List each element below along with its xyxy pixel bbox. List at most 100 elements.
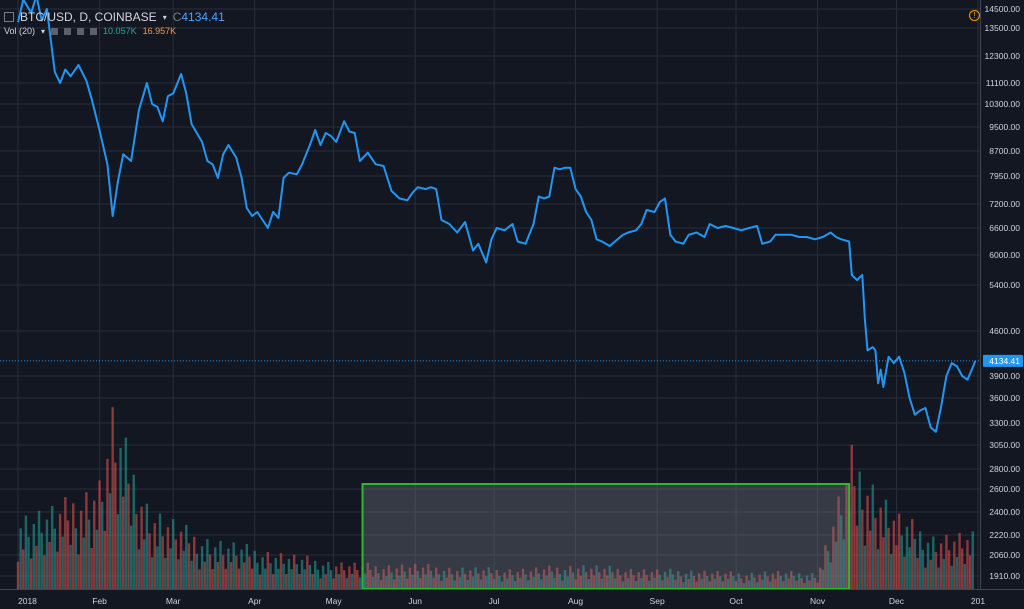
volume-bar [335,566,338,589]
volume-bar [690,570,693,589]
settings-icon[interactable] [51,27,59,35]
eye-icon[interactable] [64,27,72,35]
price-axis[interactable]: 14500.00 13500.00 12300.00 11100.00 10300.00… [980,0,1024,609]
volume-bar [671,574,675,589]
volume-bar [916,558,919,589]
volume-label[interactable]: Vol (20) [4,26,36,36]
volume-bar [295,564,298,589]
price-line-path[interactable] [17,0,977,433]
volume-bar [529,571,533,589]
volume-bar [261,557,264,589]
price-tick-label: 14500.00 [985,4,1021,14]
volume-bar [742,582,746,589]
volume-bar [674,579,677,589]
volume-bar [479,579,483,589]
volume-bar [890,553,893,589]
volume-bar [208,554,212,589]
volume-bar [811,573,814,589]
time-tick-label: Aug [568,596,583,606]
volume-value-1: 10.057K [103,26,137,36]
highlight-box-layer[interactable] [361,483,851,590]
volume-bar [450,574,454,589]
volume-bar [421,567,425,589]
volume-bar [392,579,396,589]
chevron-down-icon[interactable]: ▾ [41,26,46,36]
volume-bar [103,530,106,589]
volume-bar [861,509,864,589]
volume-bar [876,549,880,589]
volume-bar [797,573,801,589]
volume-bar [432,577,435,589]
volume-bar [942,558,946,589]
volume-bar [193,536,196,589]
symbol-row: BTC/USD, D, COINBASE ▾ C 4134.41 [4,10,225,24]
volume-bar [503,572,506,589]
volume-bar [577,568,580,589]
volume-bar [511,575,514,589]
volume-bar [448,567,451,589]
volume-bar [571,572,575,589]
highlight-rectangle[interactable] [361,483,851,590]
volume-bar [840,515,843,589]
volume-bar [329,570,333,589]
price-tick-label: 6000.00 [989,250,1020,260]
volume-bar [127,483,130,589]
volume-bar [345,577,348,589]
volume-bar [319,578,322,589]
volume-bar [737,573,740,589]
volume-bar [611,572,614,589]
volume-bar [211,569,214,589]
volume-bar [182,550,185,589]
menu-icon[interactable] [4,12,14,22]
volume-bar [216,561,220,589]
volume-bar [348,566,351,589]
volume-bar [740,578,743,589]
volume-bar [274,558,277,589]
time-tick-label: Nov [810,596,826,606]
volume-bar [816,582,819,589]
volume-bar [466,579,469,589]
volume-bar [398,575,401,589]
volume-bar [971,531,974,589]
volume-bar [900,535,903,589]
volume-bar [93,500,96,589]
volume-bar [200,546,204,589]
volume-bar [550,571,554,589]
volume-bar [116,514,120,589]
volume-bar [145,503,149,589]
volume-bar [143,539,146,589]
volume-bar [600,578,604,589]
volume-bar [753,577,756,589]
time-axis[interactable]: 2018 Feb Mar Apr May Jun Jul Aug Sep Oct Nov Dec 201 [0,589,1024,609]
volume-bar [256,562,259,589]
volume-bar [237,568,241,589]
volume-bar [537,573,540,589]
volume-bar [137,549,141,589]
volume-bar [379,580,383,589]
volume-bar [761,579,764,589]
volume-bar [232,542,235,589]
plus-icon[interactable] [77,27,85,35]
warning-icon[interactable]: ! [969,10,980,21]
close-icon[interactable] [90,27,98,35]
price-tick-label: 2400.00 [989,507,1020,517]
volume-bar [805,575,809,589]
volume-bar [111,407,114,589]
price-line[interactable] [17,0,977,433]
volume-bar [82,537,85,589]
volume-bar [637,572,640,589]
volume-bar [926,542,930,589]
volume-bar [45,519,49,589]
price-tick-label: 12300.00 [985,51,1021,61]
volume-bar [779,576,782,589]
volume-bar [363,573,367,589]
volume-bar [95,529,99,589]
volume-bar [434,567,438,589]
volume-bar [308,564,312,589]
volume-bar [203,561,206,589]
volume-bar [676,571,680,589]
volume-bar [634,580,638,589]
chevron-down-icon[interactable]: ▾ [162,12,167,22]
symbol-label[interactable]: BTC/USD, D, COINBASE [20,10,157,24]
